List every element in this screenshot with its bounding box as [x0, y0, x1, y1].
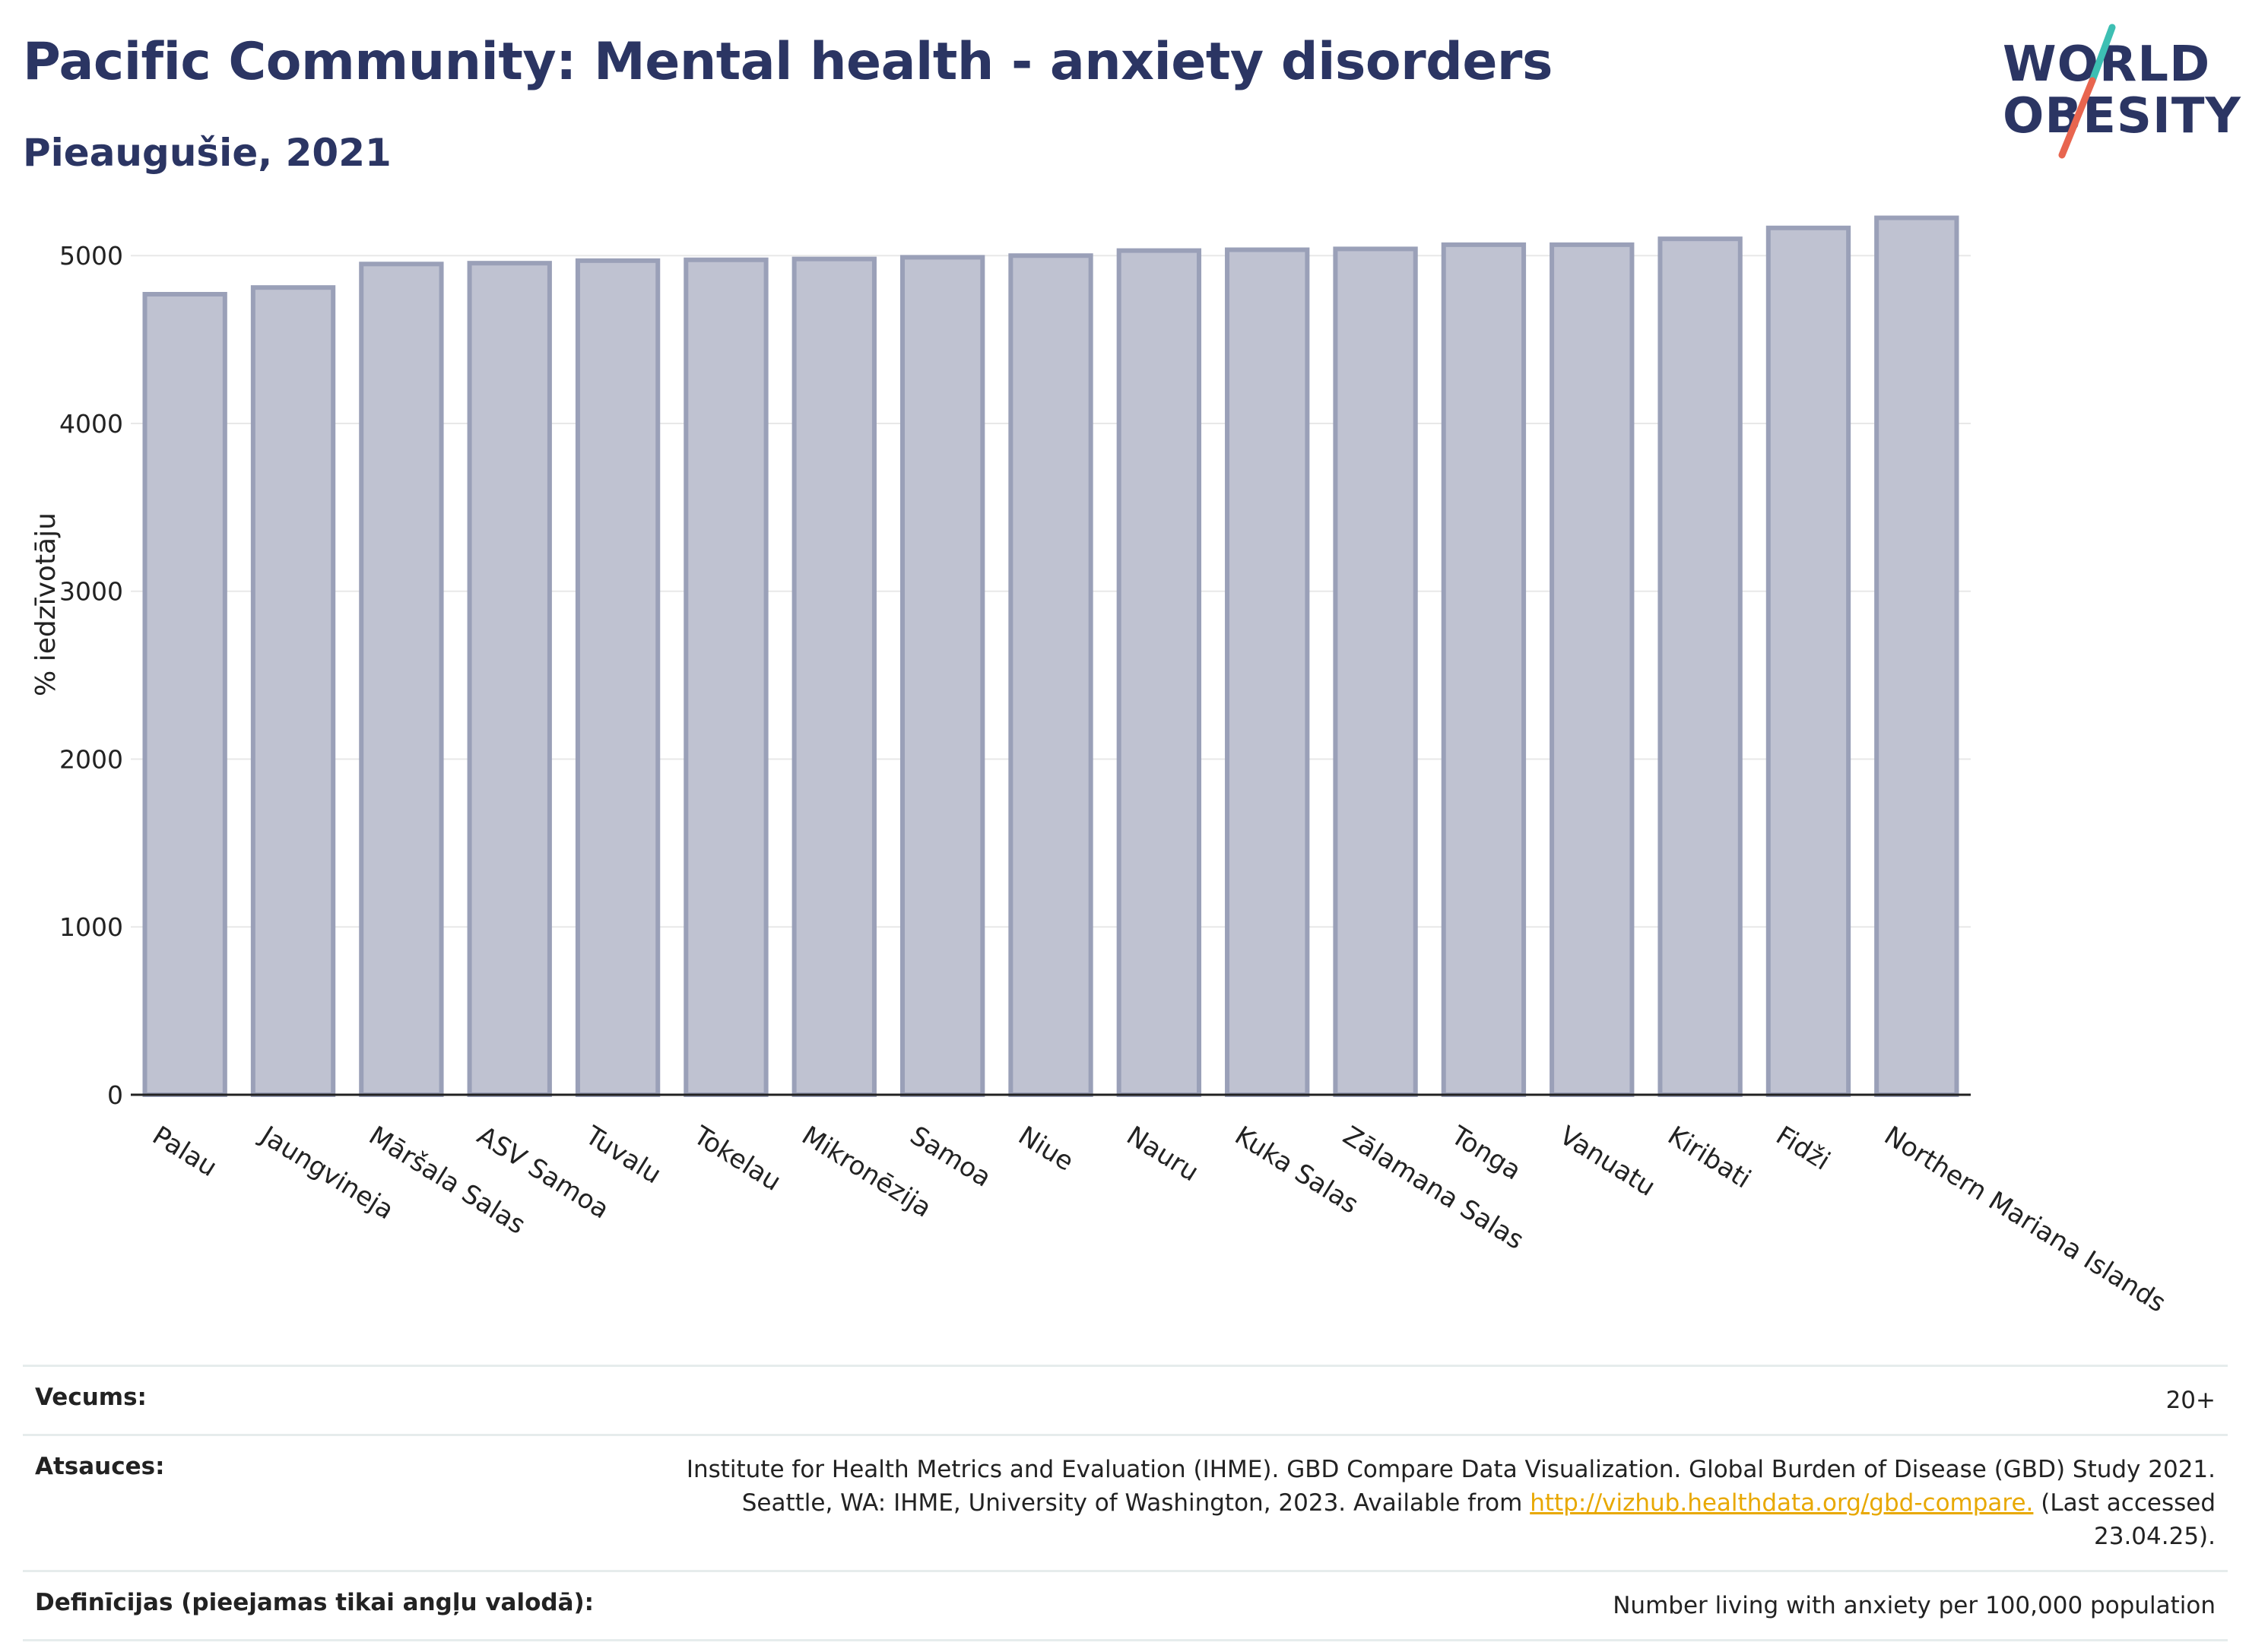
chart-title: Pacific Community: Mental health - anxie…: [23, 32, 1553, 92]
x-tick-label: Samoa: [905, 1121, 997, 1194]
sources-value: Institute for Health Metrics and Evaluat…: [687, 1453, 2216, 1553]
x-tick-label: Vanuatu: [1554, 1121, 1661, 1203]
definitions-label: Definīcijas (pieejamas tikai angļu valod…: [35, 1589, 595, 1616]
x-tick-label: Tonga: [1445, 1120, 1527, 1186]
footer-row-definitions: Definīcijas (pieejamas tikai angļu valod…: [23, 1570, 2228, 1641]
bar: [467, 261, 552, 1097]
logo-slash-icon: [2058, 24, 2116, 159]
y-axis-label: % iedzīvotāju: [30, 512, 62, 696]
x-tick-label: Palau: [147, 1121, 222, 1183]
bars: [142, 215, 1959, 1098]
bar: [142, 292, 227, 1097]
bar: [1657, 236, 1743, 1097]
x-tick-label: Zālamana Salas: [1337, 1121, 1529, 1256]
logo-line-2: OBESITY: [2003, 88, 2241, 144]
sources-link[interactable]: http://vizhub.healthdata.org/gbd-compare…: [1530, 1489, 2034, 1517]
bar: [1550, 242, 1635, 1098]
sources-line-1: Institute for Health Metrics and Evaluat…: [686, 1456, 2216, 1483]
bar: [1441, 242, 1527, 1098]
x-tick-label: Tokelau: [687, 1120, 786, 1197]
bar: [250, 285, 336, 1098]
bar: [575, 258, 661, 1098]
chart-subtitle: Pieaugušie, 2021: [23, 131, 392, 175]
x-tick-label: Northern Mariana Islands: [1879, 1121, 2171, 1319]
sources-line-4: 23.04.25).: [2094, 1523, 2216, 1550]
x-tick-label: Tuvalu: [579, 1120, 667, 1190]
sources-label: Atsauces:: [35, 1453, 165, 1480]
y-tick-label: 1000: [59, 912, 123, 942]
bar-chart: 0 1000 2000 3000 4000 5000 Palau JaungvinejaMā…: [30, 215, 2171, 1319]
bar: [1008, 253, 1093, 1097]
age-value: 20+: [2165, 1387, 2216, 1414]
bar: [1874, 215, 1959, 1097]
y-tick-label: 0: [107, 1080, 123, 1110]
bar: [1765, 225, 1851, 1098]
x-tick-label: Nauru: [1121, 1121, 1204, 1188]
x-tick-label: Kiribati: [1662, 1121, 1756, 1195]
y-tick-label: 5000: [59, 241, 123, 271]
bar: [1225, 247, 1310, 1097]
y-tick-label: 2000: [59, 744, 123, 774]
footer-table: Vecums: 20+ Atsauces: Institute for Heal…: [23, 1365, 2228, 1641]
x-tick-label: Niue: [1013, 1121, 1079, 1178]
y-tick-label: 3000: [59, 577, 123, 607]
bar: [684, 257, 769, 1098]
bar: [791, 256, 877, 1098]
sources-line-2: Seattle, WA: IHME, University of Washing…: [741, 1489, 1523, 1517]
bar: [359, 262, 444, 1097]
bar: [1116, 248, 1202, 1098]
world-obesity-logo: WORLD OBESITY: [1992, 21, 2241, 166]
footer-row-sources: Atsauces: Institute for Health Metrics a…: [23, 1434, 2228, 1570]
y-tick-labels: 0 1000 2000 3000 4000 5000: [59, 241, 123, 1110]
age-label: Vecums:: [35, 1384, 147, 1411]
definitions-value: Number living with anxiety per 100,000 p…: [1613, 1592, 2216, 1619]
bar: [1333, 246, 1418, 1097]
sources-line-3: (Last accessed: [2041, 1489, 2216, 1517]
x-tick-label: Fidži: [1771, 1121, 1835, 1177]
y-tick-label: 4000: [59, 409, 123, 439]
footer-row-age: Vecums: 20+: [23, 1365, 2228, 1434]
bar: [899, 255, 985, 1097]
